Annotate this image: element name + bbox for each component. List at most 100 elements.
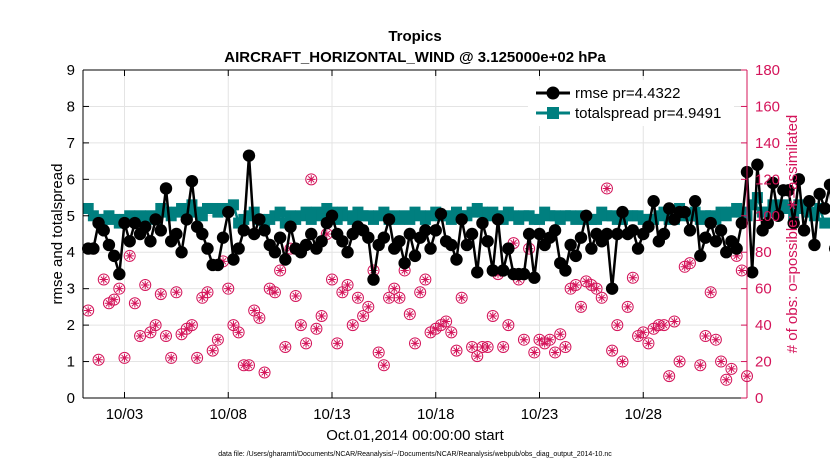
y-left-tick-label: 1 <box>67 354 75 371</box>
obs-point <box>144 326 157 339</box>
obs-point <box>139 279 152 292</box>
obs-point <box>113 282 126 295</box>
rmse-point <box>232 242 245 255</box>
legend-box <box>528 80 734 126</box>
obs-point <box>554 328 567 341</box>
obs-point <box>92 353 105 366</box>
obs-point <box>165 351 178 364</box>
obs-point <box>626 271 639 284</box>
rmse-point <box>813 187 826 201</box>
spread-point <box>767 199 779 211</box>
obs-point <box>331 337 344 350</box>
spread-point <box>316 210 328 222</box>
spread-point <box>751 192 763 204</box>
rmse-point <box>678 205 691 219</box>
rmse-point <box>185 174 199 188</box>
rmse-point <box>403 227 417 241</box>
y-right-tick-label: 160 <box>755 98 780 115</box>
y-right-tick-label: 80 <box>755 244 772 261</box>
rmse-point <box>216 231 230 244</box>
rmse-point <box>714 224 728 237</box>
spread-point <box>347 213 359 225</box>
rmse-point <box>704 216 717 230</box>
obs-point <box>191 351 204 364</box>
obs-point <box>305 173 318 186</box>
rmse-point <box>299 238 313 252</box>
obs-point <box>715 355 728 368</box>
obs-point <box>709 333 722 346</box>
rmse-point <box>517 267 531 281</box>
spread-point <box>378 206 390 218</box>
obs-point <box>149 319 162 332</box>
rmse-point <box>626 224 640 237</box>
rmse-point <box>496 264 510 277</box>
obs-point <box>471 350 484 363</box>
rmse-point <box>128 216 142 230</box>
rmse-point <box>284 220 297 233</box>
obs-point <box>523 242 536 255</box>
obs-point <box>600 182 613 195</box>
rmse-point <box>730 242 743 255</box>
obs-point <box>683 257 696 270</box>
spread-point <box>534 213 545 225</box>
spread-point <box>783 202 794 214</box>
rmse-point <box>393 235 406 248</box>
legend-spread-label: totalspread pr=4.9491 <box>575 105 721 122</box>
rmse-point <box>782 184 795 197</box>
y-left-tick-label: 8 <box>67 98 75 115</box>
rmse-point <box>481 235 494 248</box>
x-tick-label: 10/03 <box>106 406 144 423</box>
rmse-point <box>450 253 463 266</box>
obs-point <box>346 319 359 332</box>
obs-markers <box>82 173 753 386</box>
y-right-tick-label: 120 <box>755 171 780 188</box>
y-right-tick-label: 20 <box>755 354 772 371</box>
obs-point <box>704 286 717 299</box>
obs-point <box>668 315 681 328</box>
obs-point <box>699 330 712 343</box>
rmse-point <box>222 205 235 219</box>
obs-point <box>82 304 95 317</box>
rmse-point <box>745 266 759 279</box>
y-left-tick-label: 3 <box>67 281 75 298</box>
legend-spread-marker <box>547 107 559 119</box>
rmse-point <box>720 246 733 259</box>
spread-point <box>762 206 774 218</box>
obs-point <box>673 355 686 368</box>
y-left-tick-label: 2 <box>67 317 75 334</box>
rmse-point <box>113 267 126 281</box>
rmse-point <box>823 178 830 191</box>
rmse-point <box>154 224 168 237</box>
rmse-point <box>211 258 225 272</box>
rmse-point <box>808 238 821 252</box>
obs-point <box>440 315 453 328</box>
obs-point <box>160 330 172 343</box>
rmse-point <box>123 235 136 248</box>
obs-point <box>123 249 136 262</box>
rmse-point <box>196 227 209 241</box>
rmse-point <box>258 224 271 237</box>
obs-point <box>543 333 556 346</box>
obs-point <box>289 289 302 302</box>
rmse-point <box>662 202 676 215</box>
x-tick-label: 10/13 <box>313 406 351 423</box>
obs-point <box>725 362 738 375</box>
rmse-point <box>398 256 411 270</box>
rmse-point <box>792 173 806 186</box>
obs-point <box>108 293 121 306</box>
rmse-point <box>325 209 339 222</box>
obs-point <box>735 264 748 277</box>
obs-point <box>253 311 266 324</box>
y-axis-left-label: rmse and totalspread <box>49 164 66 305</box>
obs-point <box>575 300 587 313</box>
rmse-point <box>569 249 583 263</box>
obs-point <box>621 300 634 313</box>
rmse-point <box>273 231 287 244</box>
spread-point <box>186 199 198 211</box>
x-tick-label: 10/18 <box>417 406 455 423</box>
spread-point <box>248 206 260 218</box>
spread-point <box>300 206 312 218</box>
spread-point <box>404 213 416 225</box>
rmse-point <box>631 242 645 255</box>
rmse-point <box>522 227 536 241</box>
